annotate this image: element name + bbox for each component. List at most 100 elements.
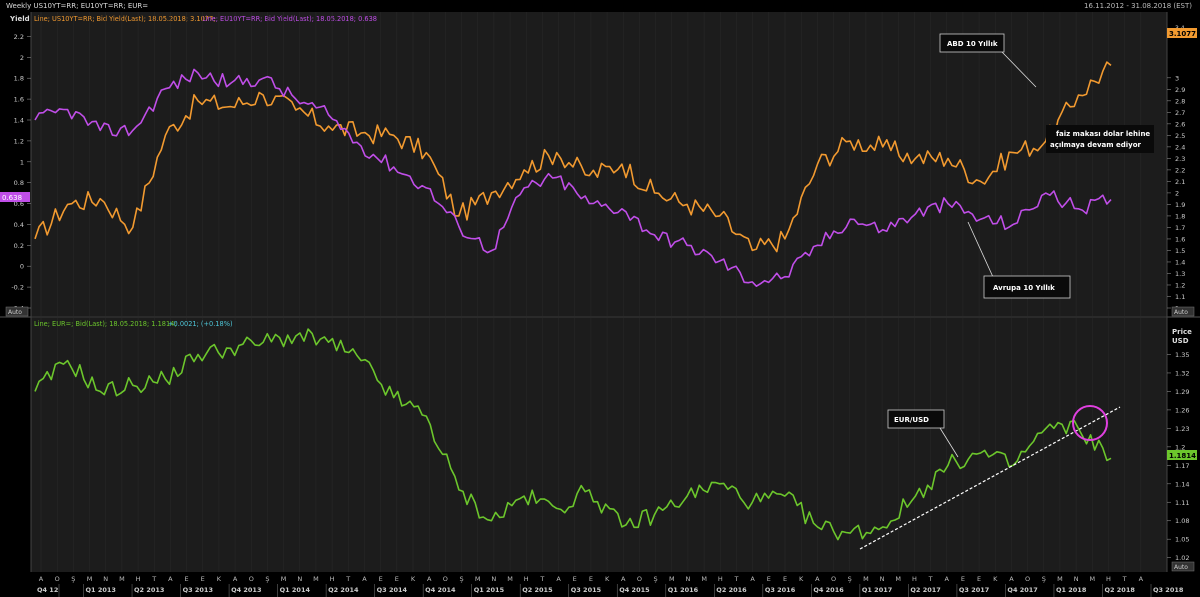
- right-tick-label: 2.4: [1175, 143, 1185, 151]
- eurusd-line: [34, 328, 1112, 541]
- right-tick-label: 2.2: [1175, 166, 1185, 174]
- right-tick-label: 1.9: [1175, 201, 1185, 209]
- right-tick-label: 2.9: [1175, 86, 1185, 94]
- legend-us: Line; US10YT=RR; Bid Yield(Last); 18.05.…: [34, 15, 215, 23]
- bottom-tick-label: 1.29: [1175, 388, 1189, 396]
- bottom-tick-label: 1.35: [1175, 351, 1189, 359]
- month-tick-label: A: [621, 575, 626, 583]
- avrupa-label: Avrupa 10 Yıllık: [993, 284, 1055, 292]
- avrupa-box: [983, 275, 1071, 299]
- bottom-tick-label: 1.23: [1175, 425, 1189, 433]
- bottom-auto-label[interactable]: Auto: [1174, 564, 1188, 571]
- abd-box: [939, 33, 1005, 53]
- right-tick-label: 2: [1175, 189, 1179, 197]
- left-tick-label: -0.2: [11, 284, 24, 292]
- us10y-line: [34, 61, 1112, 253]
- month-tick-label: M: [863, 575, 869, 583]
- month-tick-label: M: [507, 575, 513, 583]
- right-tick-label: 1.2: [1175, 281, 1185, 289]
- bottom-tick-label: 1.26: [1175, 406, 1189, 414]
- abd-pointer: [1001, 51, 1037, 88]
- note-box: [1046, 125, 1154, 153]
- bottom-auto-box[interactable]: [1171, 561, 1195, 572]
- left-tick-label: 0.8: [14, 179, 24, 187]
- quarter-tick-label: Q2 2016: [716, 586, 747, 594]
- month-tick-label: A: [1009, 575, 1014, 583]
- month-tick-label: M: [1057, 575, 1063, 583]
- quarter-tick-label: Q4 2014: [425, 586, 456, 594]
- eurusd-pointer: [939, 427, 959, 458]
- month-tick-label: A: [362, 575, 367, 583]
- month-tick-label: A: [233, 575, 238, 583]
- top-auto-box-right[interactable]: [1171, 306, 1195, 317]
- month-tick-label: E: [961, 575, 965, 583]
- month-tick-label: E: [185, 575, 189, 583]
- quarter-tick-label: Q3 2017: [959, 586, 989, 594]
- legend-eur-change: +0.0021; (+0.18%): [168, 320, 233, 328]
- month-tick-label: M: [701, 575, 707, 583]
- month-tick-label: H: [524, 575, 529, 583]
- month-tick-label: M: [313, 575, 319, 583]
- top-auto-box[interactable]: [5, 306, 29, 317]
- right-tick-label: 3: [1175, 74, 1179, 82]
- avrupa-pointer: [967, 221, 994, 278]
- right-tick-label: 2.6: [1175, 120, 1185, 128]
- month-tick-label: E: [201, 575, 205, 583]
- month-tick-label: O: [831, 575, 836, 583]
- left-tick-label: 1.2: [14, 137, 24, 145]
- window-header: Weekly US10YT=RR; EU10YT=RR; EUR= 16.11.…: [0, 0, 1200, 12]
- right-tick-label: 1.8: [1175, 212, 1185, 220]
- legend-eu: Line; EU10YT=RR; Bid Yield(Last); 18.05.…: [202, 15, 377, 23]
- month-tick-label: M: [895, 575, 901, 583]
- month-tick-label: Ş: [71, 575, 75, 583]
- month-tick-label: T: [539, 575, 544, 583]
- month-tick-label: E: [783, 575, 787, 583]
- left-tick-label: 2.2: [14, 33, 24, 41]
- right-tick-label: 1.7: [1175, 224, 1185, 232]
- month-tick-label: N: [491, 575, 496, 583]
- eu10y-line: [34, 68, 1112, 287]
- month-tick-label: M: [1089, 575, 1095, 583]
- quarter-tick-label: Q4 2015: [619, 586, 650, 594]
- bottom-tick-label: 1.11: [1175, 499, 1189, 507]
- left-tick-label: 1.6: [14, 96, 24, 104]
- quarter-tick-label: Q3 2016: [765, 586, 796, 594]
- quarter-tick-label: Q2 2014: [328, 586, 359, 594]
- right-tick-label: 1.3: [1175, 270, 1185, 278]
- quarter-tick-label: Q3 2014: [377, 586, 408, 594]
- quarter-tick-label: Q1 2016: [668, 586, 699, 594]
- right-tick-label: 1.6: [1175, 235, 1185, 243]
- top-grid: [40, 12, 1142, 572]
- top-auto-right[interactable]: Auto: [1174, 309, 1188, 316]
- left-tick-label: 0.6: [14, 200, 24, 208]
- month-tick-label: O: [55, 575, 60, 583]
- month-tick-label: A: [815, 575, 820, 583]
- date-range: 16.11.2012 - 31.08.2018 (EST): [1084, 2, 1192, 10]
- quarter-tick-label: Q1 2018: [1056, 586, 1087, 594]
- month-tick-label: K: [993, 575, 998, 583]
- quarter-tick-label: Q3 2018: [1153, 586, 1184, 594]
- quarter-tick-label: Q1 2013: [86, 586, 116, 594]
- month-tick-label: H: [912, 575, 917, 583]
- month-tick-label: N: [880, 575, 885, 583]
- month-tick-label: E: [395, 575, 399, 583]
- month-tick-label: E: [767, 575, 771, 583]
- quarter-tick-label: Q3 2013: [183, 586, 213, 594]
- month-tick-label: K: [217, 575, 222, 583]
- right-tick-label: 2.8: [1175, 97, 1185, 105]
- right-tick-label: 1.5: [1175, 247, 1185, 255]
- quarter-tick-label: Q2 2017: [910, 586, 940, 594]
- us-last-box: [1167, 28, 1197, 38]
- quarter-tick-label: Q1 2015: [474, 586, 505, 594]
- month-tick-label: H: [136, 575, 141, 583]
- abd-label: ABD 10 Yıllık: [947, 40, 998, 48]
- bottom-tick-label: 1.08: [1175, 517, 1189, 525]
- right-tick-label: 1.1: [1175, 293, 1185, 301]
- left-tick-label: 1.4: [14, 117, 24, 125]
- month-tick-label: A: [39, 575, 44, 583]
- right-tick-label: 1.4: [1175, 258, 1185, 266]
- top-right-ticks: 3 2.9 2.8 2.7 2.6 2.5 2.4 2.3 2.2 2.1 2 1.9 1.8 1.7 1.…: [1167, 74, 1185, 313]
- top-auto-left[interactable]: Auto: [8, 309, 22, 316]
- bottom-tick-label: 1.05: [1175, 536, 1189, 544]
- eurusd-box: [887, 409, 945, 429]
